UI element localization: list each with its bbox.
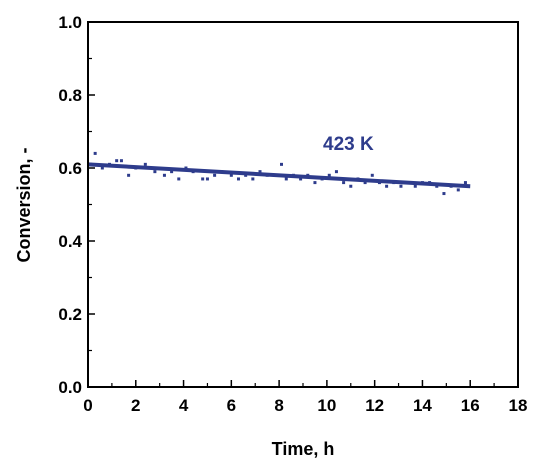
data-point xyxy=(153,170,157,174)
x-tick-label: 12 xyxy=(365,396,384,415)
ticks: 0 2 4 6 8 10 12 14 16 18 0.0 0.2 0.4 0.6 0.8 1.0 xyxy=(58,13,527,415)
data-point xyxy=(143,162,147,166)
plot-frame xyxy=(87,21,519,388)
data-point xyxy=(258,170,262,174)
data-point xyxy=(349,184,353,188)
data-point xyxy=(237,177,240,181)
x-tick-label: 0 xyxy=(83,396,92,415)
data-point xyxy=(334,170,338,174)
axes xyxy=(87,21,519,388)
x-tick-label: 4 xyxy=(179,396,189,415)
data-point xyxy=(115,159,119,163)
data-point xyxy=(177,177,181,181)
data-point xyxy=(363,181,367,185)
y-tick-label: 1.0 xyxy=(58,13,82,32)
y-tick-label: 0.8 xyxy=(58,86,82,105)
data-point xyxy=(342,181,346,185)
data-point xyxy=(385,184,389,188)
x-tick-label: 16 xyxy=(461,396,480,415)
fit-line xyxy=(87,162,471,189)
data-point xyxy=(100,166,104,170)
data-point xyxy=(213,173,217,177)
data-point xyxy=(229,173,233,177)
y-tick-label: 0.4 xyxy=(58,232,82,251)
x-tick-label: 8 xyxy=(274,396,283,415)
data-point xyxy=(201,177,205,181)
x-tick-label: 6 xyxy=(227,396,236,415)
data-point xyxy=(442,192,446,196)
data-point xyxy=(93,151,97,155)
temperature-label: 423 K xyxy=(323,134,374,155)
data-point xyxy=(370,173,374,177)
data-point xyxy=(280,162,283,166)
x-tick-label: 18 xyxy=(509,396,528,415)
data-point xyxy=(170,170,174,174)
data-point xyxy=(413,184,417,188)
x-tick-label: 14 xyxy=(413,396,432,415)
x-axis-title: Time, h xyxy=(272,439,335,459)
y-axis-title: Conversion, - xyxy=(14,147,34,262)
data-point xyxy=(313,181,317,185)
data-point xyxy=(299,177,303,181)
y-tick-label: 0.2 xyxy=(58,305,82,324)
data-point xyxy=(284,177,288,181)
data-point xyxy=(463,181,467,185)
data-point xyxy=(251,177,255,181)
data-point xyxy=(162,173,166,177)
data-point xyxy=(327,173,331,177)
data-point xyxy=(456,188,460,192)
data-point xyxy=(119,159,123,163)
data-point xyxy=(399,184,403,188)
data-point xyxy=(205,177,209,181)
x-tick-label: 10 xyxy=(317,396,336,415)
y-tick-label: 0.0 xyxy=(58,378,82,397)
x-tick-label: 2 xyxy=(131,396,140,415)
data-point xyxy=(127,173,131,177)
fit-line-group xyxy=(87,162,471,189)
y-tick-label: 0.6 xyxy=(58,159,82,178)
